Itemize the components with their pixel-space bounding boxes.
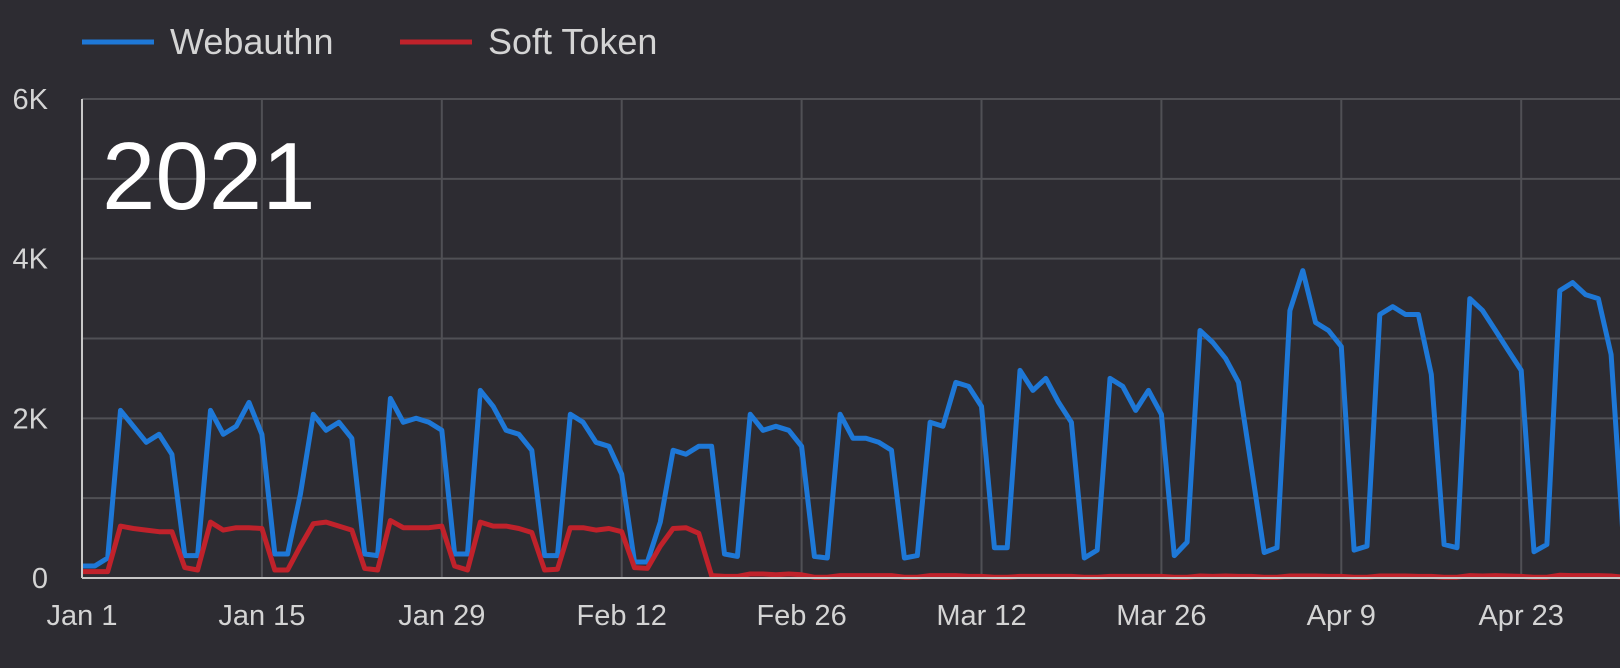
grid <box>82 98 1620 578</box>
legend-item: Webauthn <box>82 21 333 62</box>
legend-label: Soft Token <box>488 21 657 62</box>
x-tick-label: Jan 29 <box>398 600 485 632</box>
axes: 0 2K 4K 6K Jan 1 Jan 15 Jan 29 Feb 12 Feb 26 Mar … <box>13 84 1620 632</box>
x-tick-label: Apr 23 <box>1478 600 1563 632</box>
x-tick-label: Mar 12 <box>936 600 1026 632</box>
y-tick-label: 2K <box>13 403 49 435</box>
x-tick-label: Feb 26 <box>756 600 846 632</box>
x-tick-label: Jan 1 <box>47 600 118 632</box>
y-tick-label: 0 <box>32 563 48 595</box>
legend-item: Soft Token <box>400 21 657 62</box>
year-annotation: 2021 <box>102 123 316 230</box>
series-lines <box>82 268 1620 580</box>
x-tick-label: Jan 15 <box>218 600 305 632</box>
x-tick-label: Mar 26 <box>1116 600 1206 632</box>
legend: Webauthn Soft Token <box>82 21 657 62</box>
series-line-webauthn <box>82 268 1620 569</box>
series-line-soft-token <box>82 518 1620 580</box>
y-tick-label: 4K <box>13 244 49 276</box>
x-tick-label: Feb 12 <box>577 600 667 632</box>
y-tick-label: 6K <box>13 84 49 116</box>
x-tick-label: Apr 9 <box>1307 600 1376 632</box>
legend-label: Webauthn <box>170 21 333 62</box>
